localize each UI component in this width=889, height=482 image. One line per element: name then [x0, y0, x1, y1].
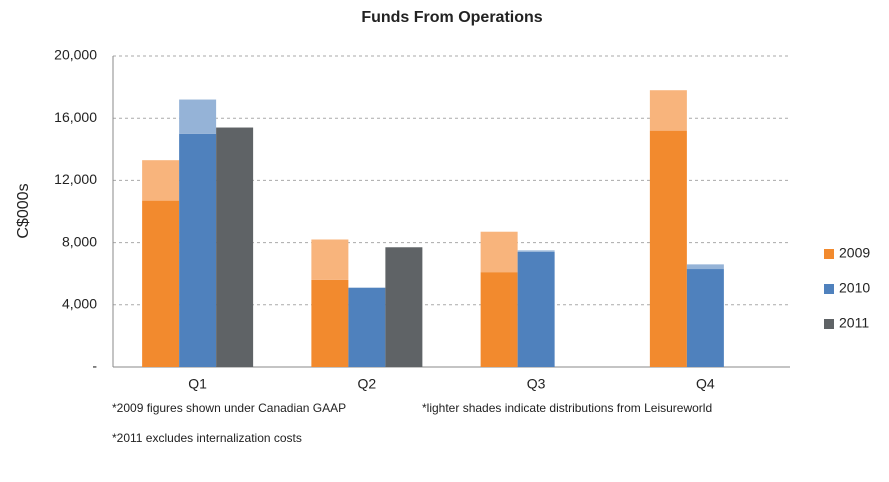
bar [142, 200, 180, 367]
legend-swatch [824, 284, 834, 294]
bar [517, 251, 555, 367]
legend-label: 2010 [839, 280, 870, 296]
bar [686, 269, 724, 367]
bar-distribution [311, 239, 349, 280]
y-tick-label: - [92, 358, 97, 374]
bar [385, 247, 423, 367]
x-tick-label: Q1 [188, 376, 207, 392]
footnote: *lighter shades indicate distributions f… [422, 401, 712, 415]
x-tick-label: Q4 [696, 376, 715, 392]
y-tick-label: 4,000 [62, 296, 97, 312]
y-tick-label: 20,000 [54, 47, 97, 63]
bar [480, 272, 518, 367]
bar-distribution [649, 90, 687, 131]
x-tick-label: Q2 [358, 376, 377, 392]
y-tick-label: 16,000 [54, 109, 97, 125]
y-tick-label: 8,000 [62, 233, 97, 249]
bar-distribution [480, 231, 518, 273]
chart-title: Funds From Operations [361, 9, 542, 26]
bar [311, 279, 349, 367]
bar [649, 130, 687, 367]
bar-distribution [517, 250, 555, 252]
bar [216, 127, 254, 367]
y-tick-label: 12,000 [54, 171, 97, 187]
legend-label: 2009 [839, 245, 870, 261]
bar-distribution [686, 264, 724, 270]
bar [348, 287, 386, 367]
x-tick-label: Q3 [527, 376, 546, 392]
bar-distribution [142, 160, 180, 201]
footnote: *2009 figures shown under Canadian GAAP [112, 401, 346, 415]
legend-swatch [824, 319, 834, 329]
bar [179, 133, 217, 367]
y-axis-label: C$000s [15, 183, 32, 238]
legend-swatch [824, 249, 834, 259]
bar-distribution [179, 99, 217, 134]
legend-label: 2011 [839, 315, 869, 331]
footnote: *2011 excludes internalization costs [112, 431, 302, 445]
